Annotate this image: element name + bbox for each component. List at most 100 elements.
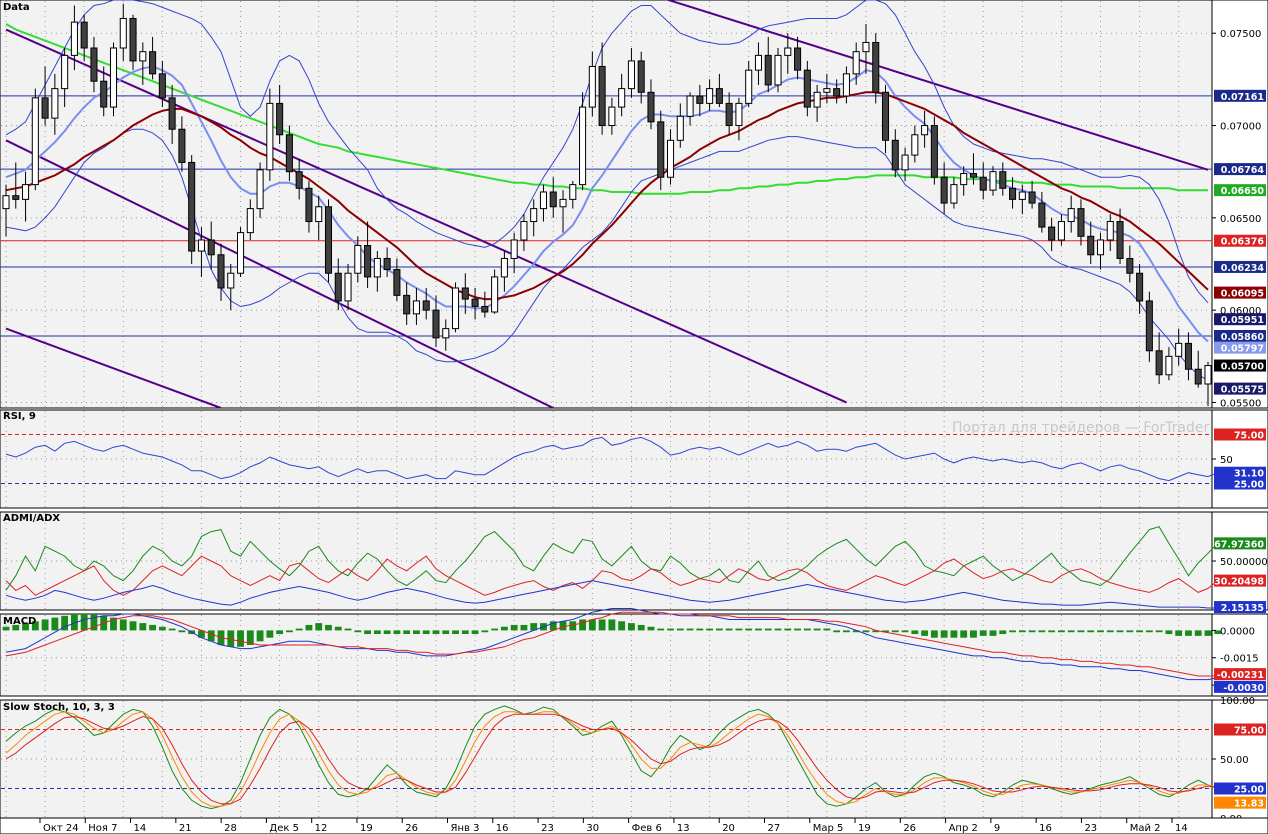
time-axis-label: 9 xyxy=(994,823,1000,834)
time-axis-label: Апр 2 xyxy=(949,823,978,834)
series-line xyxy=(5,436,1218,482)
macd-bar xyxy=(745,628,753,631)
candle xyxy=(383,257,391,271)
macd-bar xyxy=(510,624,518,631)
candle xyxy=(686,95,694,117)
macd-bar xyxy=(628,623,635,631)
candle xyxy=(754,54,763,71)
price-tag-bg xyxy=(1214,382,1266,395)
candle xyxy=(1077,208,1085,237)
price-tag: 0.05797 xyxy=(1221,344,1264,355)
macd-bar xyxy=(979,630,987,636)
macd-bar xyxy=(198,630,205,638)
macd-bar xyxy=(119,619,127,631)
oscillator-tag: 25.00 xyxy=(1234,480,1264,491)
macd-bar xyxy=(950,630,958,638)
time-axis-label: Янв 3 xyxy=(451,823,480,834)
candle xyxy=(451,287,460,330)
sma-long xyxy=(5,23,1208,195)
price-tag-bg xyxy=(1214,260,1266,273)
macd-bar xyxy=(784,628,792,631)
candle xyxy=(930,125,938,178)
candle xyxy=(481,305,489,313)
candle xyxy=(31,97,39,186)
candle xyxy=(618,88,626,108)
time-axis-label: 14 xyxy=(134,823,147,834)
macd-line xyxy=(5,608,1218,681)
candle xyxy=(149,51,157,75)
macd-bar xyxy=(471,630,479,635)
channel-line xyxy=(665,0,1209,171)
candle xyxy=(412,300,420,315)
adx-panel-title: ADMI/ADX xyxy=(3,513,60,524)
candle xyxy=(979,176,987,191)
channel-line xyxy=(5,327,222,408)
time-axis-label: Дек 5 xyxy=(269,823,299,834)
price-tag: 0.06764 xyxy=(1221,165,1265,176)
macd-bar xyxy=(2,626,10,631)
price-plot-layer xyxy=(0,0,1212,408)
oscillator-tag-bg xyxy=(1214,477,1266,490)
candle xyxy=(735,102,743,127)
watermark: Портал для трейдеров — ForTrader xyxy=(952,420,1209,436)
candle xyxy=(334,272,342,302)
macd-bar xyxy=(80,614,88,631)
macd-panel-title: MACD xyxy=(3,616,36,627)
macd-bar xyxy=(843,630,850,633)
candle xyxy=(442,328,450,339)
candle xyxy=(559,198,567,208)
macd-bar xyxy=(1067,630,1075,633)
time-axis-label: 14 xyxy=(1175,823,1188,834)
channel-line xyxy=(5,28,847,404)
candle xyxy=(1009,187,1017,200)
time-axis-label: 26 xyxy=(903,823,916,834)
time-axis-label: 30 xyxy=(586,823,599,834)
macd-bar xyxy=(1057,630,1065,633)
candle xyxy=(315,206,323,223)
macd-panel[interactable]: 0.0000-0.0015-0.0030-0.00231-0.0030 xyxy=(0,608,1268,697)
candle xyxy=(598,65,606,127)
macd-bar xyxy=(833,630,841,633)
candle xyxy=(256,169,264,210)
candle xyxy=(696,95,704,104)
macd-bar xyxy=(461,630,469,635)
macd-bar xyxy=(1116,630,1124,633)
candle xyxy=(940,176,948,204)
price-tag-bg xyxy=(1214,359,1266,372)
macd-bar xyxy=(1175,630,1183,636)
macd-bar xyxy=(413,630,420,635)
candle xyxy=(305,187,313,223)
candle xyxy=(158,73,166,99)
macd-bar xyxy=(637,624,645,631)
admi-adx-panel[interactable]: 50.00000 67.97360 30.20498 2.15135 xyxy=(0,511,1268,614)
candle xyxy=(901,154,909,171)
price-panel[interactable]: 0.07500 0.07000 0.06500 0.06000 0.05500 0.071… xyxy=(0,0,1268,409)
candle xyxy=(1106,221,1114,241)
macd-bar xyxy=(207,630,215,642)
macd-bar xyxy=(246,630,254,645)
macd-bar xyxy=(588,619,596,631)
candle xyxy=(657,121,665,178)
candle xyxy=(373,257,381,278)
macd-bar xyxy=(989,630,997,636)
oscillator-tag: 75.00 xyxy=(1234,431,1264,442)
macd-bar xyxy=(481,630,489,633)
candle xyxy=(1067,208,1075,223)
bollinger-upper xyxy=(5,0,1209,304)
macd-bar xyxy=(373,630,381,635)
candle xyxy=(364,245,372,278)
candle xyxy=(539,191,548,210)
price-panel-title: Data xyxy=(3,2,30,13)
candle xyxy=(794,47,802,71)
candle xyxy=(139,51,147,62)
series-line xyxy=(5,555,1219,596)
macd-bar xyxy=(520,624,528,631)
macd-bar xyxy=(1155,630,1163,633)
candle xyxy=(1184,342,1192,370)
candle xyxy=(188,161,196,252)
macd-bar xyxy=(452,630,459,635)
candle xyxy=(295,171,303,189)
macd-signal-line xyxy=(5,611,1218,677)
